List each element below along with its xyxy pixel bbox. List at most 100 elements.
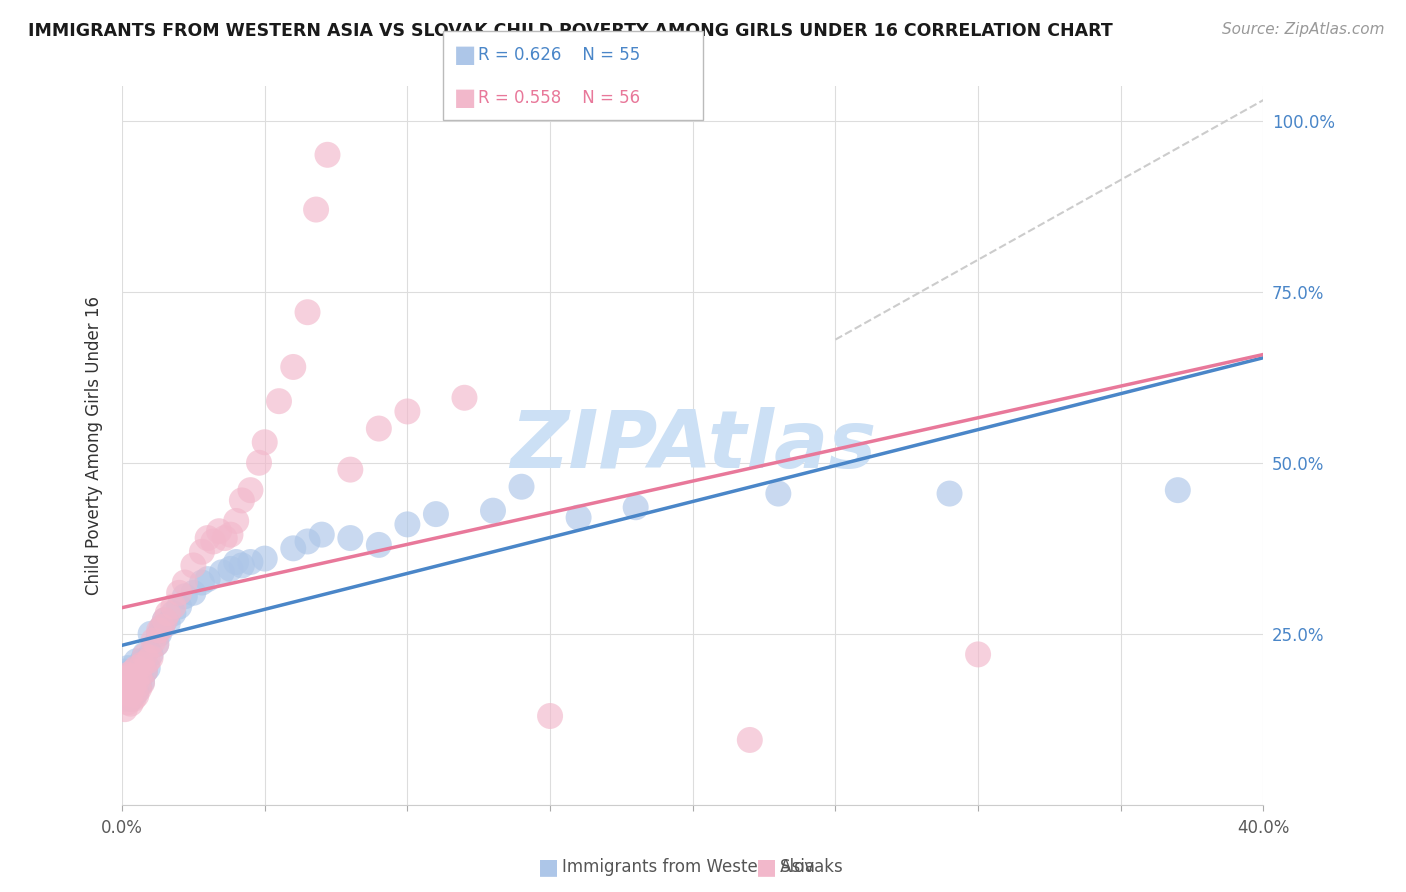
- Point: [208, 524, 231, 539]
- Point: [768, 486, 790, 500]
- Point: [117, 695, 139, 709]
- Point: [114, 665, 136, 679]
- Point: [136, 661, 159, 675]
- Point: [339, 531, 361, 545]
- Point: [122, 668, 145, 682]
- Point: [568, 510, 591, 524]
- Point: [120, 681, 142, 696]
- Point: [297, 534, 319, 549]
- Point: [239, 483, 262, 497]
- Point: [125, 654, 148, 668]
- Point: [114, 702, 136, 716]
- Point: [122, 678, 145, 692]
- Point: [125, 671, 148, 685]
- Point: [125, 674, 148, 689]
- Point: [114, 685, 136, 699]
- Point: [120, 687, 142, 701]
- Point: [114, 671, 136, 685]
- Point: [453, 391, 475, 405]
- Point: [297, 305, 319, 319]
- Text: Source: ZipAtlas.com: Source: ZipAtlas.com: [1222, 22, 1385, 37]
- Text: R = 0.558    N = 56: R = 0.558 N = 56: [478, 89, 640, 107]
- Point: [396, 517, 419, 532]
- Text: ■: ■: [454, 87, 477, 110]
- Point: [122, 665, 145, 679]
- Point: [482, 504, 505, 518]
- Text: ■: ■: [538, 857, 558, 877]
- Point: [219, 527, 242, 541]
- Point: [139, 627, 162, 641]
- Point: [173, 589, 195, 603]
- Point: [239, 555, 262, 569]
- Point: [173, 575, 195, 590]
- Point: [131, 676, 153, 690]
- Point: [114, 692, 136, 706]
- Point: [131, 674, 153, 689]
- Point: [120, 697, 142, 711]
- Point: [117, 681, 139, 696]
- Point: [510, 480, 533, 494]
- Point: [134, 648, 156, 663]
- Point: [316, 148, 339, 162]
- Point: [125, 661, 148, 675]
- Point: [225, 555, 247, 569]
- Point: [967, 648, 990, 662]
- Point: [134, 665, 156, 679]
- Point: [162, 607, 184, 621]
- Point: [267, 394, 290, 409]
- Point: [1167, 483, 1189, 497]
- Point: [396, 404, 419, 418]
- Text: Immigrants from Western Asia: Immigrants from Western Asia: [562, 858, 815, 876]
- Point: [136, 654, 159, 668]
- Point: [122, 689, 145, 703]
- Y-axis label: Child Poverty Among Girls Under 16: Child Poverty Among Girls Under 16: [86, 296, 103, 595]
- Point: [150, 620, 173, 634]
- Point: [183, 558, 205, 573]
- Point: [167, 586, 190, 600]
- Point: [148, 624, 170, 638]
- Point: [156, 616, 179, 631]
- Point: [197, 531, 219, 545]
- Point: [938, 486, 960, 500]
- Point: [367, 421, 389, 435]
- Point: [367, 538, 389, 552]
- Point: [122, 678, 145, 692]
- Point: [197, 572, 219, 586]
- Point: [283, 541, 305, 556]
- Point: [139, 648, 162, 662]
- Point: [117, 674, 139, 689]
- Point: [117, 689, 139, 703]
- Point: [114, 678, 136, 692]
- Point: [225, 514, 247, 528]
- Point: [253, 551, 276, 566]
- Point: [231, 493, 253, 508]
- Text: ZIPAtlas: ZIPAtlas: [509, 407, 876, 484]
- Point: [142, 633, 165, 648]
- Point: [624, 500, 647, 515]
- Point: [283, 359, 305, 374]
- Point: [125, 689, 148, 703]
- Point: [148, 627, 170, 641]
- Point: [128, 665, 150, 679]
- Point: [191, 545, 214, 559]
- Point: [145, 637, 167, 651]
- Point: [120, 665, 142, 679]
- Point: [153, 613, 176, 627]
- Point: [191, 575, 214, 590]
- Point: [117, 661, 139, 675]
- Point: [247, 456, 270, 470]
- Point: [125, 685, 148, 699]
- Point: [150, 620, 173, 634]
- Point: [202, 534, 225, 549]
- Text: IMMIGRANTS FROM WESTERN ASIA VS SLOVAK CHILD POVERTY AMONG GIRLS UNDER 16 CORREL: IMMIGRANTS FROM WESTERN ASIA VS SLOVAK C…: [28, 22, 1114, 40]
- Point: [183, 586, 205, 600]
- Point: [122, 692, 145, 706]
- Point: [738, 733, 761, 747]
- Text: Slovaks: Slovaks: [780, 858, 844, 876]
- Point: [134, 648, 156, 662]
- Point: [131, 657, 153, 672]
- Point: [128, 681, 150, 696]
- Text: ■: ■: [756, 857, 776, 877]
- Point: [211, 566, 233, 580]
- Point: [231, 558, 253, 573]
